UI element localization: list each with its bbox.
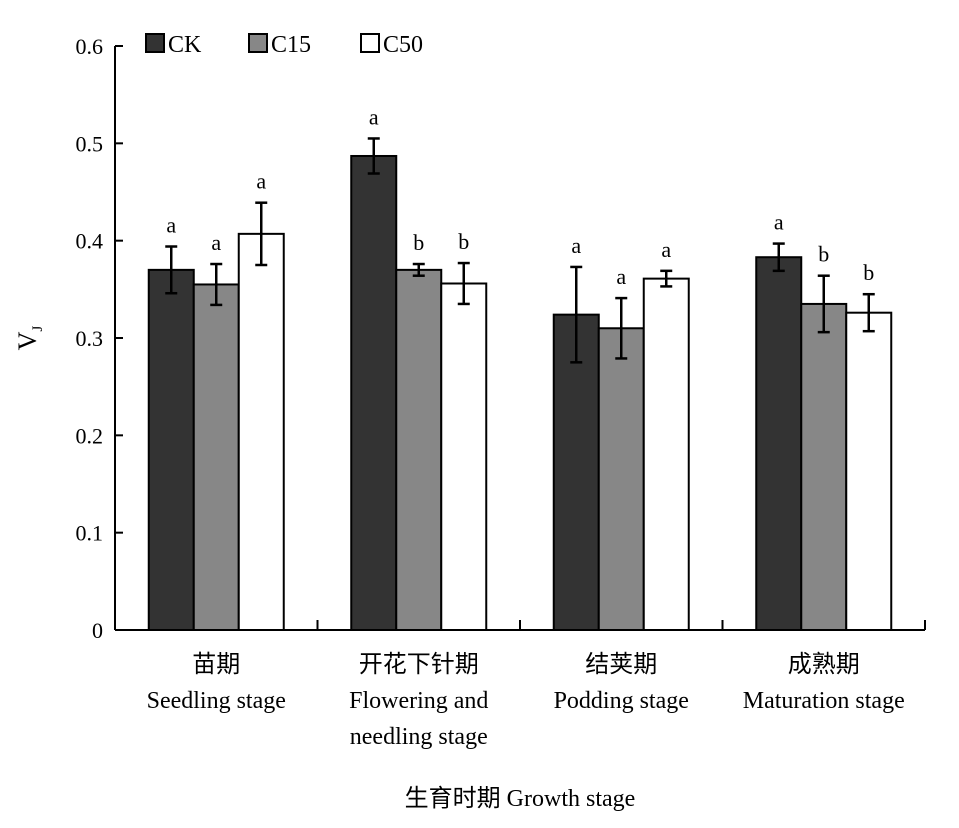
bar-ck-3: [755, 256, 803, 631]
legend-label: CK: [168, 32, 202, 58]
bar-ck-0: [147, 268, 195, 631]
axes-layer: 0 0.1 0.2 0.3 0.4 0.5 0.6 苗期 Seedling stage 开花下针期…: [76, 34, 926, 750]
error-bar-ck-3: [772, 242, 785, 273]
significance-label: a: [211, 230, 221, 255]
legend-item-c50: C50: [360, 32, 423, 58]
x-category-label: Seedling stage: [147, 688, 286, 714]
significance-label: a: [369, 104, 379, 129]
significance-labels-layer: a a a a a b a b a b a b: [166, 104, 874, 289]
legend-item-c15: C15: [248, 32, 311, 58]
y-tick-label: 0.2: [76, 423, 104, 448]
y-tick-label: 0.5: [76, 131, 104, 156]
y-tick-label: 0.4: [76, 229, 104, 254]
legend-item-ck: CK: [145, 32, 202, 58]
x-category-label: 开花下针期: [359, 651, 479, 678]
significance-label: a: [661, 237, 671, 262]
bar-c15-1: [395, 268, 443, 631]
error-bar-c50-3: [862, 292, 875, 333]
significance-label: b: [413, 230, 424, 255]
x-axis-title: 生育时期 Growth stage: [405, 785, 636, 812]
error-bar-c15-3: [817, 274, 830, 334]
bar-c50-1: [440, 282, 488, 631]
y-axis-title: VJ: [13, 326, 46, 351]
error-bar-c15-0: [210, 262, 223, 307]
legend-swatch: [360, 33, 380, 53]
bar-c50-2: [642, 277, 690, 631]
y-tick-label: 0.3: [76, 326, 104, 351]
y-axis-title-main: V: [13, 331, 42, 350]
error-bar-ck-1: [367, 137, 380, 175]
y-tick-label: 0.6: [76, 34, 104, 59]
x-category-label: 结荚期: [585, 651, 657, 678]
bar-c50-3: [845, 311, 893, 631]
bar-c15-0: [192, 283, 240, 631]
bar-c15-2: [597, 327, 645, 631]
error-bar-ck-2: [570, 265, 583, 364]
error-bar-ck-0: [165, 245, 178, 295]
significance-label: a: [166, 213, 176, 238]
y-tick-label: 0.1: [76, 521, 104, 546]
bars-layer: [147, 154, 893, 631]
error-bar-c50-1: [457, 261, 470, 306]
legend-label: C15: [271, 32, 311, 58]
legend: CK C15 C50: [145, 32, 423, 58]
significance-label: a: [256, 169, 266, 194]
bar-c15-3: [800, 302, 848, 631]
significance-label: b: [818, 242, 829, 267]
significance-label: a: [774, 210, 784, 235]
error-bar-c50-0: [255, 201, 268, 267]
x-category-label: Podding stage: [554, 688, 689, 714]
legend-label: C50: [383, 32, 423, 58]
error-bar-c50-2: [660, 269, 673, 288]
error-bars-layer: [165, 137, 875, 364]
legend-swatch: [145, 33, 165, 53]
significance-label: b: [863, 260, 874, 285]
bar-c50-0: [237, 232, 285, 631]
x-category-label: Flowering and: [349, 688, 488, 714]
significance-label: b: [458, 229, 469, 254]
bar-ck-1: [350, 154, 398, 631]
y-tick-label: 0: [92, 618, 103, 643]
x-category-label: 成熟期: [788, 651, 860, 678]
x-category-label: Maturation stage: [743, 688, 905, 714]
y-axis-title-subscript: J: [30, 326, 46, 332]
error-bar-c15-1: [412, 262, 425, 277]
legend-swatch: [248, 33, 268, 53]
significance-label: a: [616, 264, 626, 289]
error-bar-c15-2: [615, 296, 628, 360]
x-category-label: needling stage: [350, 724, 488, 750]
significance-label: a: [571, 233, 581, 258]
x-category-label: 苗期: [192, 651, 240, 678]
